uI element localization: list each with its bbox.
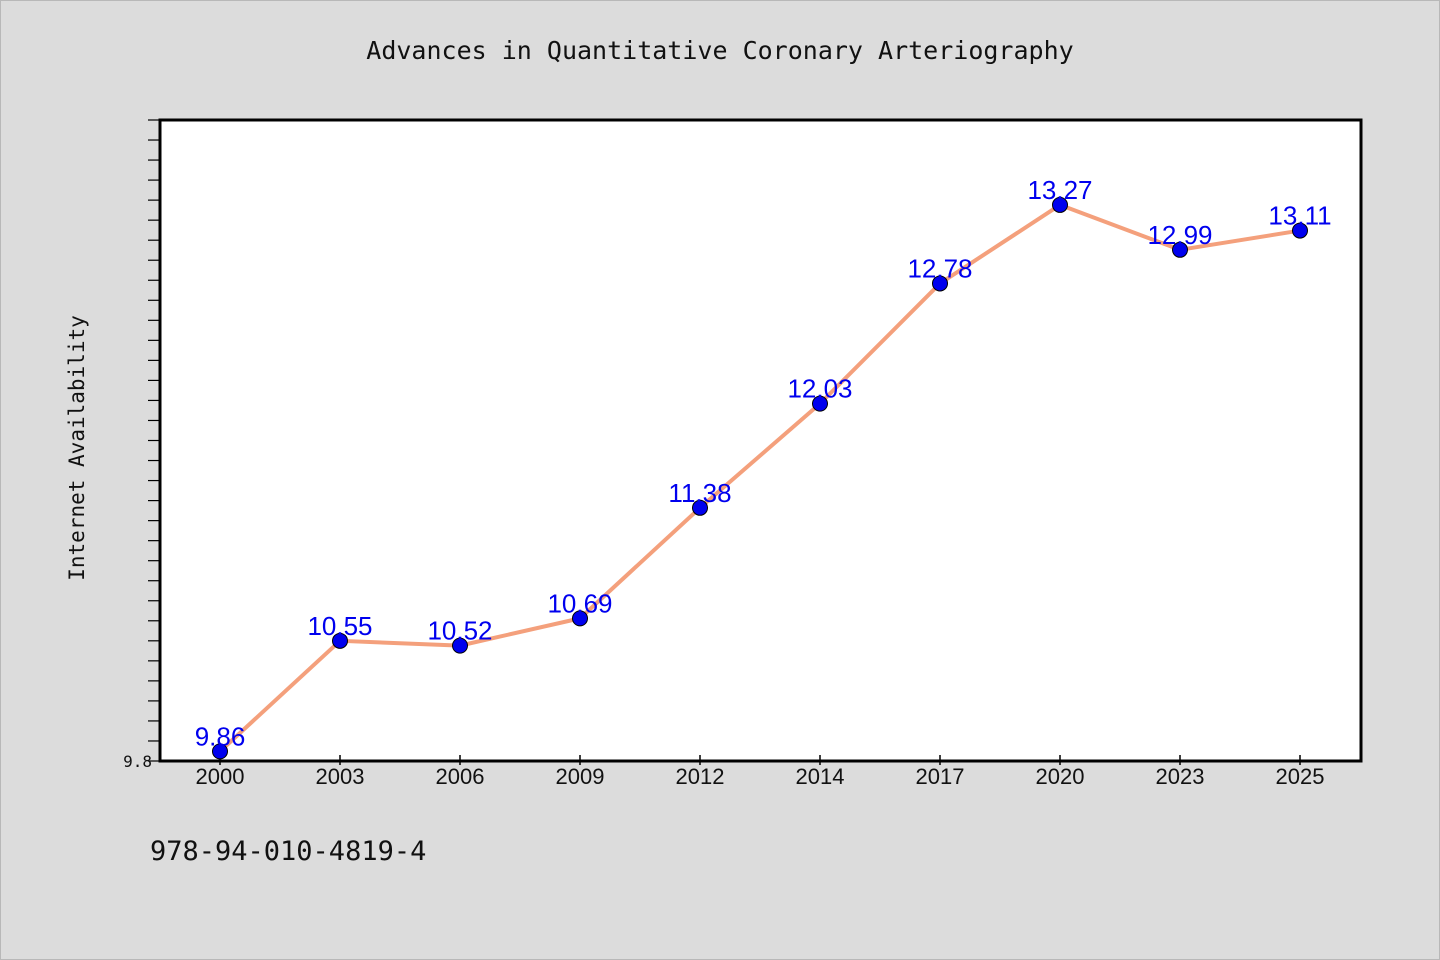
data-point xyxy=(692,499,708,516)
data-label: 10.55 xyxy=(307,611,372,641)
data-label: 13.27 xyxy=(1027,175,1092,205)
isbn-code: 978-94-010-4819-4 xyxy=(150,836,427,867)
data-label: 9.86 xyxy=(195,721,246,751)
x-tick-label: 2009 xyxy=(556,764,605,789)
data-label: 11.38 xyxy=(668,478,731,508)
data-label: 12.99 xyxy=(1147,220,1212,250)
y-axis-ticks: 9.8 xyxy=(123,119,160,771)
x-tick-label: 2025 xyxy=(1276,764,1325,789)
data-point xyxy=(212,743,228,760)
data-label: 12.03 xyxy=(787,374,852,404)
series-line xyxy=(218,202,1302,754)
data-label: 12.78 xyxy=(907,253,972,283)
data-labels-layer: 9.86 10.55 10.52 10.69 11.38 12.03 12.78 13.27 1… xyxy=(195,175,1332,751)
series-layer xyxy=(212,196,1308,760)
data-point xyxy=(1172,241,1188,258)
data-point xyxy=(452,637,468,654)
data-label: 10.69 xyxy=(547,588,612,618)
data-label: 10.52 xyxy=(427,616,492,646)
x-tick-label: 2023 xyxy=(1156,764,1205,789)
data-point xyxy=(1292,222,1308,239)
x-tick-label: 2020 xyxy=(1036,764,1085,789)
data-point xyxy=(932,275,948,292)
data-point xyxy=(812,395,828,412)
data-point xyxy=(572,610,588,627)
x-tick-label: 2012 xyxy=(676,764,725,789)
data-label: 13.11 xyxy=(1268,201,1331,231)
x-axis-ticks: 2000 2003 2006 2009 2012 2014 2017 2020 2023 2025 xyxy=(196,755,1325,789)
data-point xyxy=(332,632,348,649)
x-tick-label: 2003 xyxy=(316,764,365,789)
x-tick-label: 2000 xyxy=(196,764,245,789)
chart-title: Advances in Quantitative Coronary Arteri… xyxy=(366,36,1074,65)
data-point xyxy=(1052,196,1068,213)
y-tick-label: 9.8 xyxy=(123,752,152,771)
x-tick-label: 2014 xyxy=(796,764,845,789)
x-tick-label: 2006 xyxy=(436,764,485,789)
x-tick-label: 2017 xyxy=(916,764,965,789)
plot-area xyxy=(158,118,1363,763)
